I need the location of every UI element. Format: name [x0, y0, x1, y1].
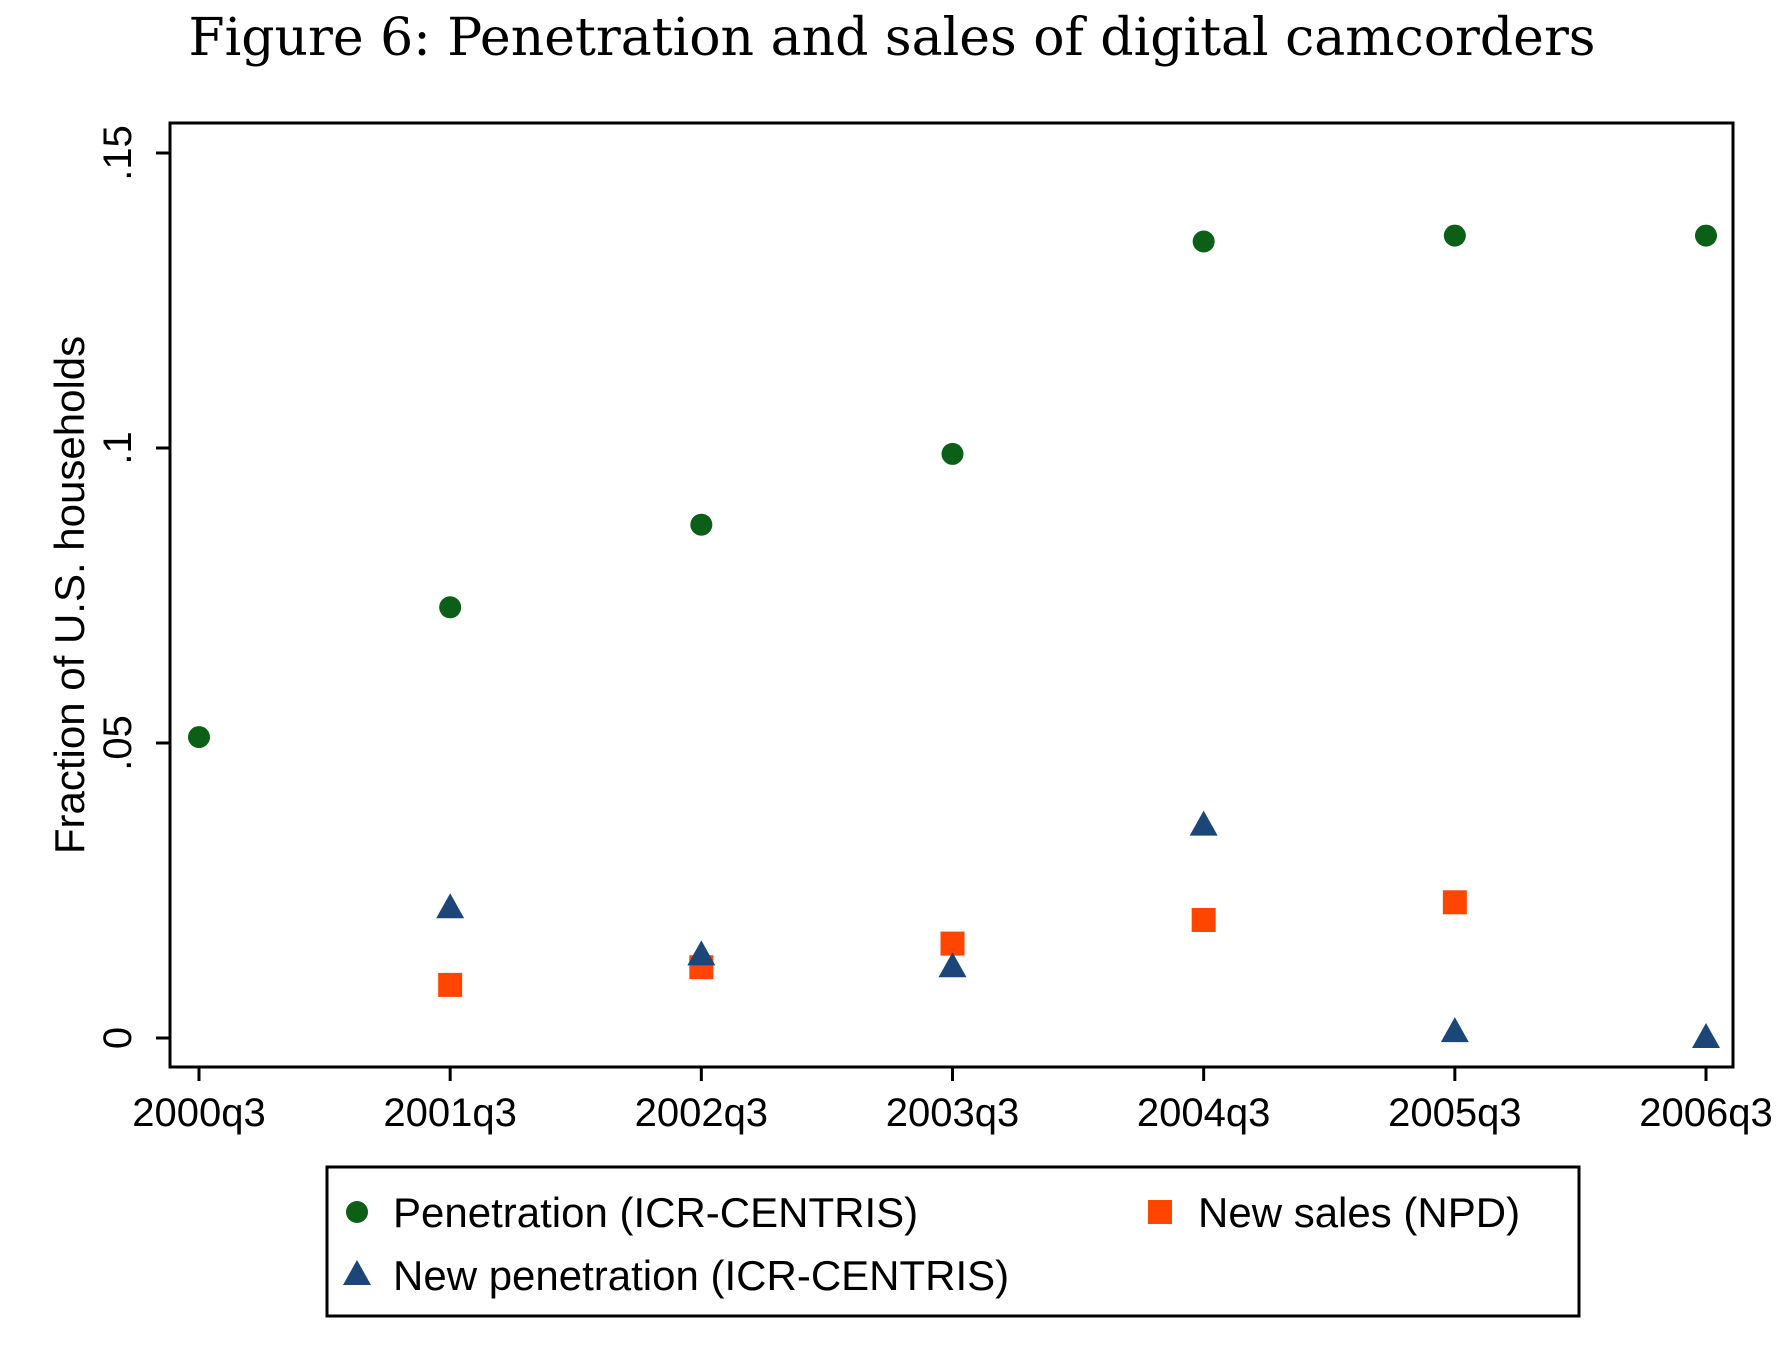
- data-point: [1189, 810, 1218, 836]
- x-axis: 2000q3 2001q3 2002q3 2003q3 2004q3 2005q3 2006…: [132, 1067, 1773, 1135]
- series-triangle: [436, 810, 1720, 1048]
- legend-marker: [346, 1201, 368, 1223]
- data-point: [940, 931, 965, 956]
- legend-box: [325, 1165, 1581, 1318]
- legend: Penetration (ICR-CENTRIS) New sales (NPD)…: [325, 1165, 1581, 1318]
- chart-title: Figure 6: Penetration and sales of digit…: [188, 8, 1596, 68]
- legend-label: New sales (NPD): [1198, 1189, 1520, 1236]
- data-point: [941, 442, 964, 465]
- x-tick-label: 2000q3: [132, 1091, 265, 1135]
- legend-label: New penetration (ICR-CENTRIS): [393, 1252, 1009, 1299]
- series-square: [438, 890, 1467, 997]
- legend-marker: [343, 1260, 371, 1285]
- y-tick-label: .15: [96, 125, 140, 181]
- data-point: [1442, 890, 1467, 915]
- data-point: [188, 726, 210, 749]
- y-tick-label: .05: [96, 715, 140, 771]
- data-point: [1192, 230, 1215, 253]
- x-tick-label: 2002q3: [635, 1091, 768, 1135]
- x-tick-label: 2005q3: [1388, 1091, 1521, 1135]
- data-point: [1440, 1017, 1469, 1043]
- x-tick-label: 2004q3: [1137, 1091, 1270, 1135]
- data-point: [1191, 908, 1216, 932]
- data-point: [687, 940, 716, 966]
- data-point: [436, 893, 465, 919]
- data-point: [1695, 224, 1717, 247]
- legend-label: Penetration (ICR-CENTRIS): [393, 1189, 918, 1236]
- y-axis-title: Fraction of U.S. households: [46, 336, 93, 854]
- data-point: [938, 952, 967, 978]
- x-tick-label: 2006q3: [1639, 1091, 1772, 1135]
- data-point: [438, 972, 463, 997]
- data-point: [439, 596, 462, 619]
- data-point: [1692, 1023, 1720, 1048]
- x-tick-label: 2001q3: [383, 1091, 516, 1135]
- data-point: [1443, 224, 1466, 247]
- plot-frame: [168, 121, 1735, 1069]
- data-marks: [188, 224, 1720, 1048]
- series-circle: [188, 224, 1717, 749]
- legend-marker: [1148, 1200, 1172, 1224]
- y-axis: 0 .05 .1 .15: [96, 125, 170, 1049]
- y-tick-label: 0: [96, 1027, 140, 1049]
- x-tick-label: 2003q3: [886, 1091, 1019, 1135]
- data-point: [690, 513, 713, 536]
- y-tick-label: .1: [96, 431, 140, 464]
